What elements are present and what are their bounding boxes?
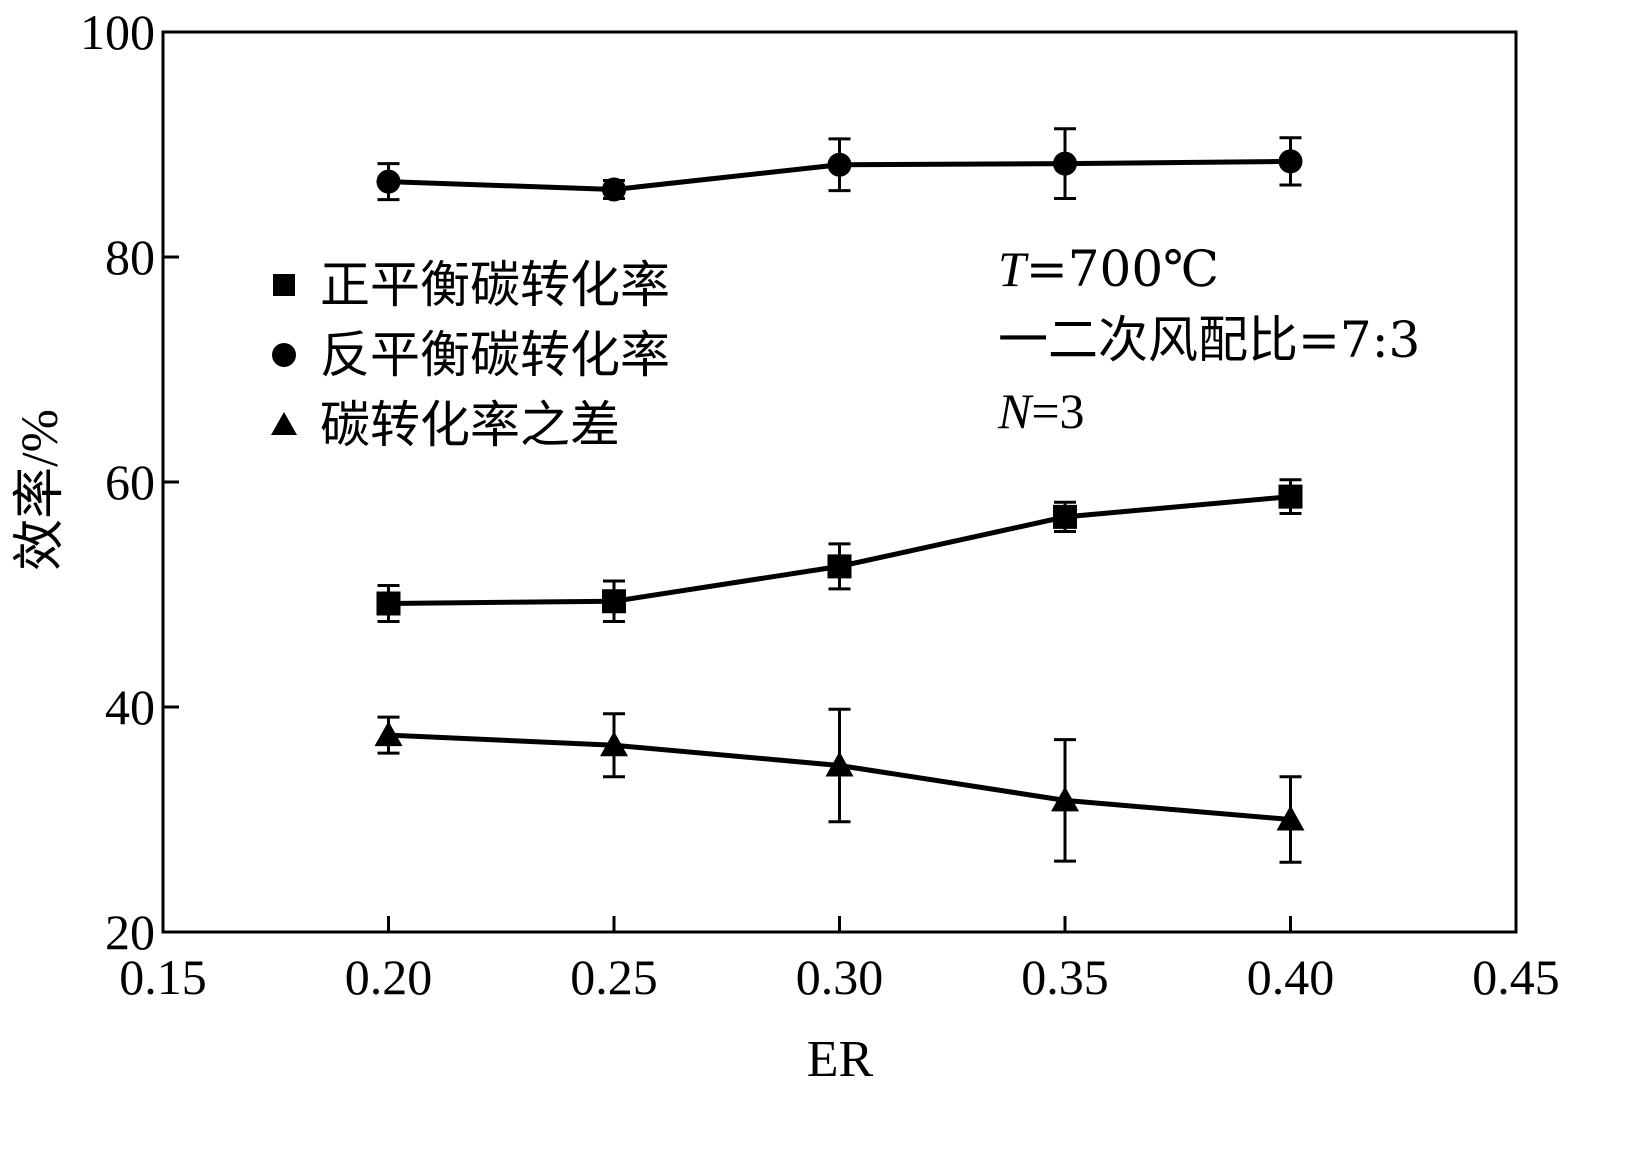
y-tick-label-3: 80 (105, 229, 155, 285)
series-1-point-2 (827, 152, 852, 177)
series-1-point-0 (376, 169, 401, 194)
legend-label-square: 正平衡碳转化率 (320, 256, 670, 314)
series-0-point-4 (1278, 484, 1303, 509)
temperature-value: =700℃ (1026, 240, 1219, 298)
air-ratio-annotation: 一二次风配比=7:3 (998, 311, 1420, 369)
x-tick-label-3: 0.30 (796, 949, 884, 1005)
y-tick-label-0: 20 (105, 904, 155, 960)
x-tick-label-1: 0.20 (345, 949, 433, 1005)
series-0-point-3 (1053, 504, 1077, 529)
series-2-point-2 (825, 751, 854, 777)
y-tick-label-4: 100 (80, 4, 155, 60)
legend-label-circle: 反平衡碳转化率 (320, 326, 670, 384)
n-var: N (997, 383, 1034, 439)
n-annotation: N=3 (997, 383, 1085, 439)
temperature-annotation: T=700℃ (998, 240, 1219, 298)
y-tick-label-1: 40 (105, 679, 155, 735)
y-axis-ticks: 20 40 60 80 100 (80, 4, 179, 960)
series-2-point-3 (1051, 786, 1079, 812)
legend: 正平衡碳转化率 反平衡碳转化率 碳转化率之差 (271, 256, 670, 454)
x-axis-ticks: 0.15 0.20 0.25 0.30 0.35 0.40 0.45 (119, 916, 1560, 1005)
series-1-point-1 (602, 177, 626, 202)
y-tick-label-2: 60 (105, 454, 155, 510)
series-0-point-1 (602, 589, 626, 614)
series-1 (376, 127, 1303, 202)
series-0-point-2 (827, 554, 852, 579)
series-2 (374, 707, 1305, 864)
x-tick-label-5: 0.40 (1247, 949, 1335, 1005)
condition-annotations: T=700℃ 一二次风配比=7:3 N=3 (997, 240, 1420, 439)
y-axis-title: 效率/% (12, 409, 69, 571)
series-2-point-0 (374, 721, 403, 747)
series-1-point-4 (1278, 149, 1303, 174)
series-0 (376, 478, 1303, 623)
legend-triangle-marker (271, 412, 297, 435)
n-value: =3 (1031, 383, 1084, 439)
series-2-point-1 (600, 731, 628, 757)
series-layer (374, 127, 1305, 864)
series-0-point-0 (376, 591, 401, 616)
x-tick-label-4: 0.35 (1021, 949, 1109, 1005)
x-tick-label-2: 0.25 (570, 949, 658, 1005)
temperature-var: T (998, 241, 1029, 297)
x-tick-label-0: 0.15 (119, 949, 207, 1005)
x-tick-label-6: 0.45 (1472, 949, 1560, 1005)
series-1-point-3 (1053, 151, 1077, 176)
legend-label-triangle: 碳转化率之差 (320, 396, 620, 454)
legend-square-marker (273, 274, 295, 296)
series-2-point-4 (1276, 805, 1305, 831)
x-axis-title: ER (807, 1031, 874, 1088)
legend-circle-marker (272, 343, 296, 367)
